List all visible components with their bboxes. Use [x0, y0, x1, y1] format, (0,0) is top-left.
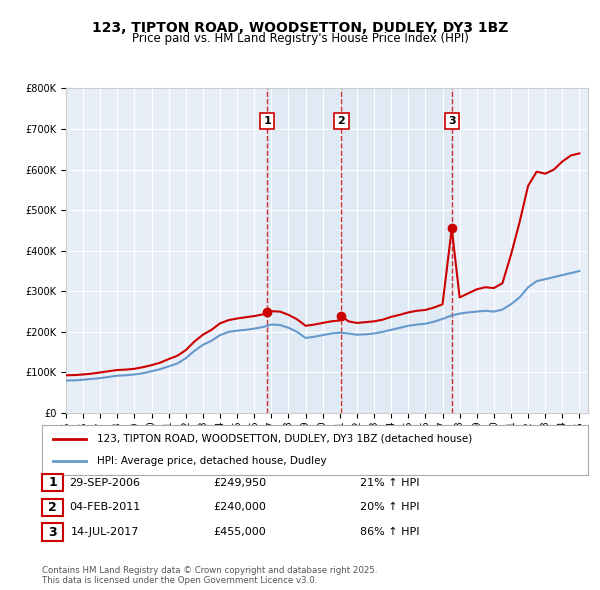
Text: 86% ↑ HPI: 86% ↑ HPI — [360, 527, 419, 537]
Text: Contains HM Land Registry data © Crown copyright and database right 2025.
This d: Contains HM Land Registry data © Crown c… — [42, 566, 377, 585]
Text: 14-JUL-2017: 14-JUL-2017 — [71, 527, 139, 537]
Text: HPI: Average price, detached house, Dudley: HPI: Average price, detached house, Dudl… — [97, 456, 326, 466]
Text: 1: 1 — [263, 116, 271, 126]
Text: £455,000: £455,000 — [214, 527, 266, 537]
Text: 2: 2 — [48, 501, 57, 514]
Text: 20% ↑ HPI: 20% ↑ HPI — [360, 503, 419, 512]
Text: 123, TIPTON ROAD, WOODSETTON, DUDLEY, DY3 1BZ: 123, TIPTON ROAD, WOODSETTON, DUDLEY, DY… — [92, 21, 508, 35]
Text: 04-FEB-2011: 04-FEB-2011 — [70, 503, 140, 512]
Text: 29-SEP-2006: 29-SEP-2006 — [70, 478, 140, 487]
Bar — [267, 88, 341, 413]
Text: 1: 1 — [48, 476, 57, 489]
Text: 2: 2 — [338, 116, 345, 126]
Text: Price paid vs. HM Land Registry's House Price Index (HPI): Price paid vs. HM Land Registry's House … — [131, 32, 469, 45]
Text: 123, TIPTON ROAD, WOODSETTON, DUDLEY, DY3 1BZ (detached house): 123, TIPTON ROAD, WOODSETTON, DUDLEY, DY… — [97, 434, 472, 444]
Bar — [341, 88, 452, 413]
Text: 3: 3 — [448, 116, 455, 126]
Text: 3: 3 — [48, 526, 57, 539]
Text: 21% ↑ HPI: 21% ↑ HPI — [360, 478, 419, 487]
Text: £249,950: £249,950 — [214, 478, 266, 487]
Text: £240,000: £240,000 — [214, 503, 266, 512]
